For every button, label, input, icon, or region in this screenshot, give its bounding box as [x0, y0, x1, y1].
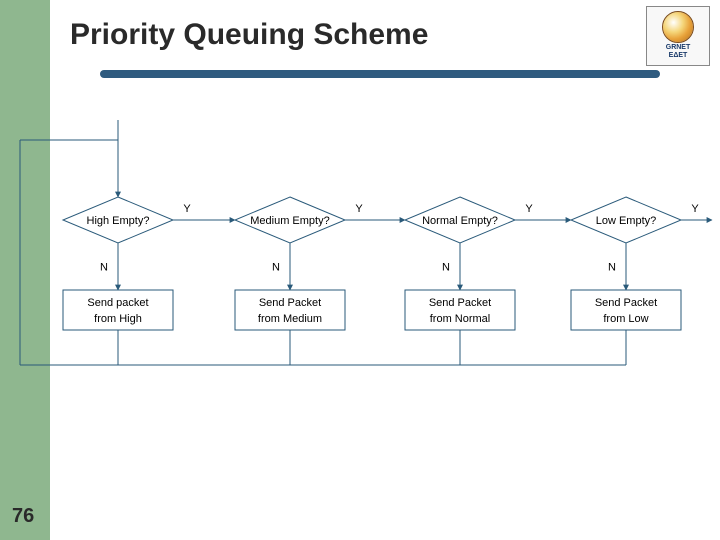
action-label-1: Send Packet: [595, 297, 657, 309]
action-label-2: from Normal: [430, 313, 491, 325]
action-label-1: Send Packet: [429, 297, 491, 309]
edge-label-yes: Y: [355, 203, 363, 215]
flowchart: High Empty? N Send packet from High Y Medium …: [0, 0, 720, 540]
decision-label: High Empty?: [87, 215, 150, 227]
action-label-2: from Medium: [258, 313, 322, 325]
edge-label-no: N: [100, 262, 108, 274]
action-label-2: from Low: [603, 313, 648, 325]
action-label-1: Send packet: [87, 297, 148, 309]
action-label-2: from High: [94, 313, 142, 325]
decision-label: Low Empty?: [596, 215, 657, 227]
edge-label-yes: Y: [691, 203, 699, 215]
edge-label-no: N: [272, 262, 280, 274]
decision-label: Medium Empty?: [250, 215, 329, 227]
decision-label: Normal Empty?: [422, 215, 498, 227]
edge-label-no: N: [608, 262, 616, 274]
edge-label-no: N: [442, 262, 450, 274]
action-label-1: Send Packet: [259, 297, 321, 309]
edge-label-yes: Y: [183, 203, 191, 215]
edge-label-yes: Y: [525, 203, 533, 215]
